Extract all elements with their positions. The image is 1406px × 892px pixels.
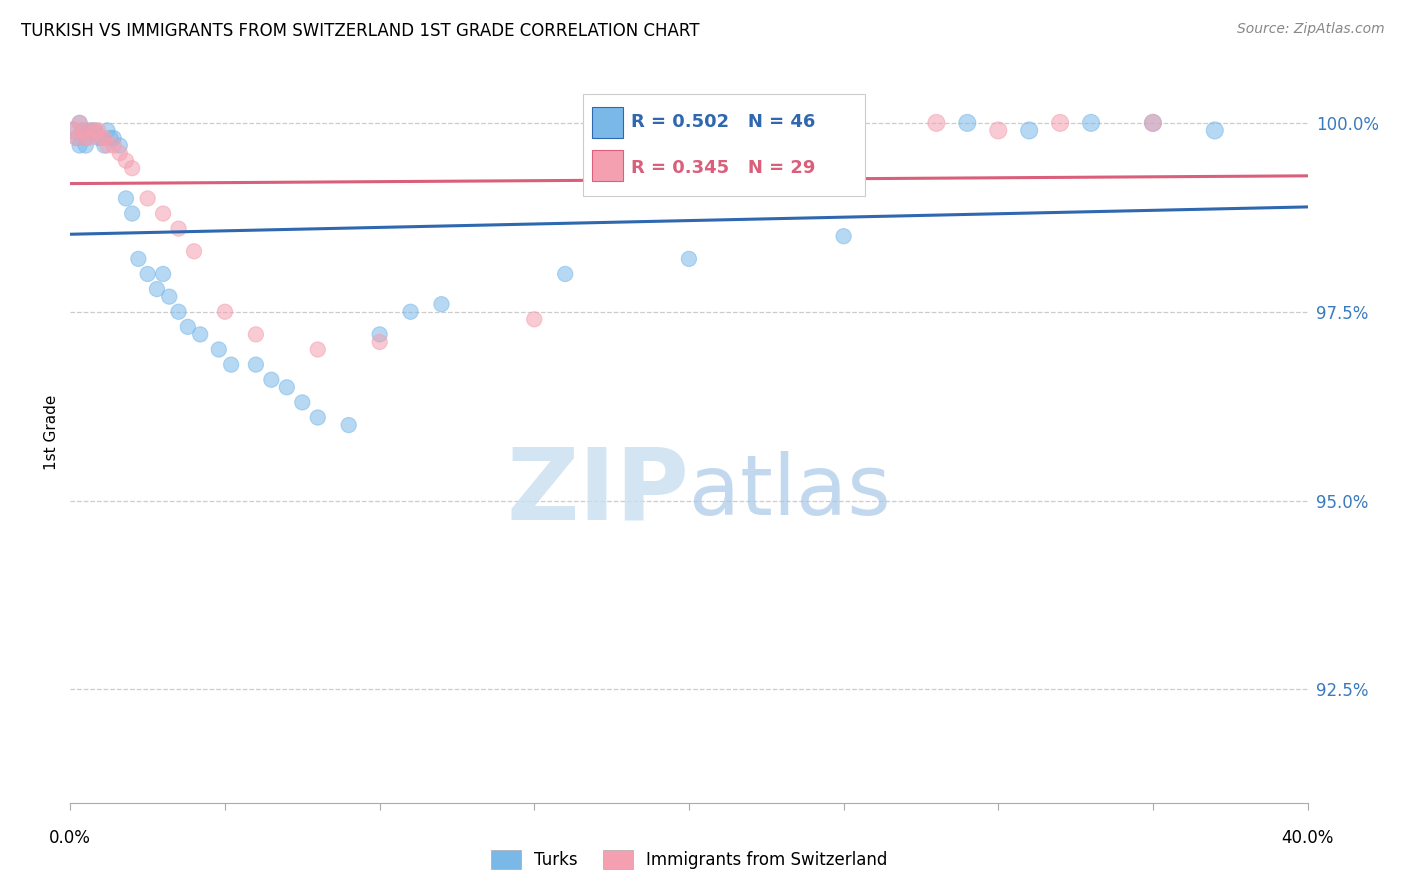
Point [108,146,131,161]
Point [75,131,97,145]
Point [90,131,112,145]
Point [152,267,174,281]
Point [69,116,91,130]
Point [260,373,283,387]
Text: 0.0%: 0.0% [49,830,91,847]
Text: TURKISH VS IMMIGRANTS FROM SWITZERLAND 1ST GRADE CORRELATION CHART: TURKISH VS IMMIGRANTS FROM SWITZERLAND 1… [21,22,700,40]
Point [90,131,112,145]
Point [214,304,236,318]
Point [368,327,391,342]
Point [956,116,979,130]
Point [108,138,131,153]
Point [80,123,103,137]
Point [1142,116,1164,130]
Text: 40.0%: 40.0% [1281,830,1334,847]
Point [96,138,118,153]
Point [103,138,125,153]
Point [103,131,125,145]
Point [115,153,138,168]
Point [96,123,118,137]
Point [62,123,84,137]
Point [69,138,91,153]
Point [208,343,231,357]
Point [77,123,100,137]
Point [1142,116,1164,130]
Point [121,161,143,176]
Point [87,123,110,137]
Point [291,395,314,409]
Point [678,252,700,266]
Point [157,290,180,304]
Point [72,123,94,137]
Point [245,358,267,372]
Point [80,123,103,137]
Point [1080,116,1102,130]
Point [167,221,190,235]
Point [832,229,855,244]
Point [65,131,87,145]
Point [84,123,107,137]
Text: R = 0.345   N = 29: R = 0.345 N = 29 [631,159,815,177]
Point [93,131,115,145]
Point [307,410,329,425]
Point [523,312,546,326]
Point [136,191,159,205]
Text: R = 0.502   N = 46: R = 0.502 N = 46 [631,113,815,131]
Point [62,123,84,137]
Point [75,131,97,145]
Point [430,297,453,311]
Point [987,123,1010,137]
Point [276,380,298,394]
Point [925,116,948,130]
Point [219,358,242,372]
Point [1204,123,1226,137]
Point [245,327,267,342]
Text: atlas: atlas [689,451,890,533]
Point [152,206,174,220]
Point [399,304,422,318]
Point [177,319,200,334]
Point [307,343,329,357]
Point [167,304,190,318]
Point [554,267,576,281]
Point [87,131,110,145]
Point [69,116,91,130]
Point [188,327,211,342]
Point [65,131,87,145]
Point [368,334,391,349]
Point [127,252,149,266]
Point [146,282,169,296]
Point [121,206,143,220]
Y-axis label: 1st Grade: 1st Grade [44,395,59,470]
Point [100,131,122,145]
Text: Source: ZipAtlas.com: Source: ZipAtlas.com [1237,22,1385,37]
Legend: Turks, Immigrants from Switzerland: Turks, Immigrants from Switzerland [484,843,894,876]
Point [93,138,115,153]
Point [136,267,159,281]
Point [75,138,97,153]
Point [183,244,205,259]
Point [337,418,360,433]
Point [84,123,107,137]
Point [77,131,100,145]
Point [115,191,138,205]
Point [1018,123,1040,137]
Point [72,123,94,137]
Point [1049,116,1071,130]
Text: ZIP: ZIP [506,443,689,541]
